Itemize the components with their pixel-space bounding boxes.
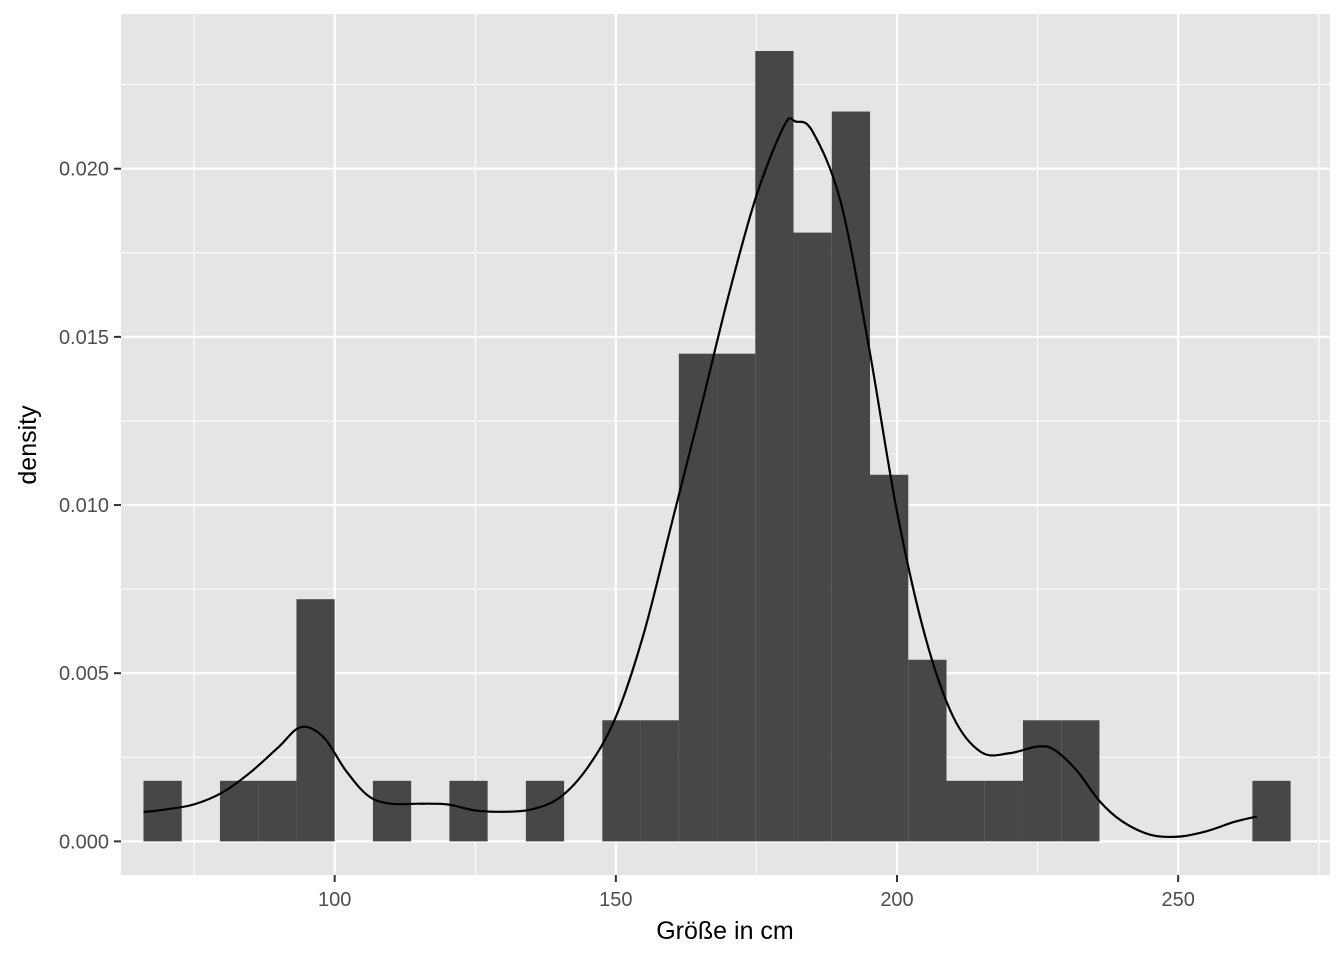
histogram-bar bbox=[984, 780, 1023, 842]
y-tick-label: 0.000 bbox=[59, 831, 109, 853]
histogram-bar bbox=[946, 780, 985, 842]
histogram-bar bbox=[1061, 720, 1100, 842]
histogram-bar bbox=[908, 659, 947, 842]
x-axis-title: Größe in cm bbox=[656, 917, 794, 945]
y-axis-ticks: 0.000 0.005 0.010 0.015 0.020 bbox=[59, 159, 121, 853]
histogram-bar bbox=[372, 780, 412, 842]
histogram-bar bbox=[1022, 720, 1062, 842]
histogram-bar bbox=[678, 353, 718, 842]
y-tick-label: 0.010 bbox=[59, 495, 109, 517]
histogram-bar bbox=[717, 353, 756, 842]
histogram-bars bbox=[143, 50, 1291, 842]
density-curve bbox=[143, 117, 1258, 839]
histogram-bar bbox=[640, 720, 679, 842]
histogram-bar bbox=[258, 780, 297, 842]
y-tick-label: 0.005 bbox=[59, 663, 109, 685]
histogram-bar bbox=[870, 474, 909, 842]
y-axis-title: density bbox=[14, 405, 42, 485]
histogram-bar bbox=[525, 780, 565, 842]
histogram-bar bbox=[602, 720, 641, 842]
x-tick-label: 100 bbox=[318, 889, 351, 911]
y-tick-label: 0.015 bbox=[59, 327, 109, 349]
histogram-bar bbox=[755, 50, 794, 842]
x-axis-ticks: 100 150 200 250 bbox=[318, 875, 1195, 911]
histogram-bar bbox=[296, 599, 335, 842]
y-tick-label: 0.020 bbox=[59, 159, 109, 181]
histogram-bar bbox=[793, 232, 832, 842]
histogram-bar bbox=[1252, 780, 1291, 842]
histogram-bar bbox=[831, 111, 871, 842]
x-tick-label: 150 bbox=[599, 889, 632, 911]
x-tick-label: 250 bbox=[1161, 889, 1194, 911]
x-tick-label: 200 bbox=[880, 889, 913, 911]
